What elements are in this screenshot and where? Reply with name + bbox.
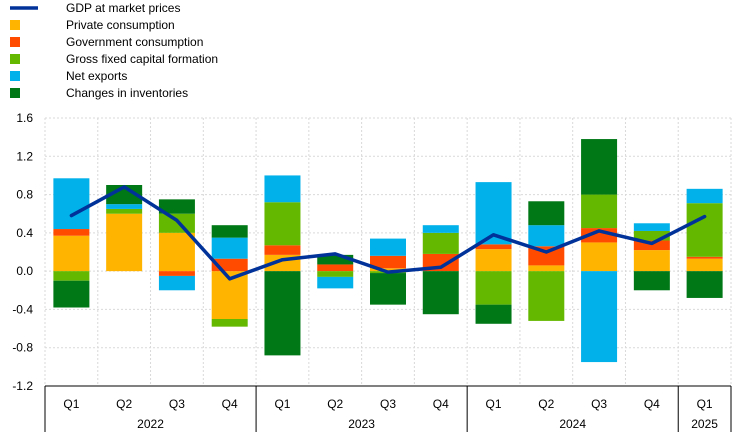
bar-segment xyxy=(264,202,301,246)
x-year-label: 2023 xyxy=(348,417,375,431)
y-tick-label: -0.4 xyxy=(12,302,33,316)
y-tick-label: 0.8 xyxy=(16,188,33,202)
bar-segment xyxy=(633,250,670,272)
bar-segment xyxy=(158,275,195,291)
bar-segment xyxy=(633,230,670,241)
bar-segment xyxy=(370,273,406,305)
bar-segment xyxy=(106,185,143,205)
bar-segment xyxy=(317,271,354,277)
x-axis: Q1 Q2 Q3 Q4 Q1 Q2 Q3 Q4 Q1 Q2 Q3 Q4 Q1 2022 2023 2024 20… xyxy=(44,385,732,432)
x-category-label: Q3 xyxy=(380,397,396,411)
bar-segment xyxy=(317,254,354,265)
x-category-label: Q2 xyxy=(538,397,554,411)
x-year-label: 2024 xyxy=(559,417,586,431)
bar-segment xyxy=(53,271,90,281)
legend-label: Private consumption xyxy=(66,18,175,32)
bar-segment xyxy=(53,235,90,272)
x-category-label: Q3 xyxy=(169,397,185,411)
y-tick-label: -1.2 xyxy=(12,379,33,393)
x-year-label: 2025 xyxy=(691,417,718,431)
bar-segment xyxy=(633,271,670,291)
bar-segment xyxy=(211,237,248,259)
x-category-label: Q4 xyxy=(433,397,449,411)
legend-label: Government consumption xyxy=(66,35,203,49)
bar-segment xyxy=(528,225,565,247)
y-tick-label: 0.4 xyxy=(16,226,33,240)
bar-segment xyxy=(422,232,459,254)
bar-segment xyxy=(106,208,143,214)
bar-segment xyxy=(370,255,406,269)
legend-label: Net exports xyxy=(66,69,127,83)
legend-swatch xyxy=(10,37,20,47)
x-category-label: Q1 xyxy=(697,397,713,411)
bar-segment xyxy=(264,245,301,255)
x-category-label: Q3 xyxy=(591,397,607,411)
legend-swatch xyxy=(10,54,20,64)
bar-segment xyxy=(528,271,565,321)
bar-segment xyxy=(686,188,723,204)
bar-segment xyxy=(581,271,618,363)
bar-segment xyxy=(106,204,143,209)
y-tick-label: 0.0 xyxy=(16,264,33,278)
bar-segment xyxy=(158,232,195,272)
bar-segment xyxy=(528,246,565,266)
bar-segment xyxy=(53,280,90,308)
bar-segment xyxy=(581,242,618,272)
bars xyxy=(53,139,723,363)
y-tick-label: 1.6 xyxy=(16,111,33,125)
bar-segment xyxy=(317,264,354,272)
x-category-label: Q2 xyxy=(327,397,343,411)
legend-label: Changes in inventories xyxy=(66,86,188,100)
y-axis: -1.2 -0.8 -0.4 0.0 0.4 0.8 1.2 1.6 xyxy=(12,111,33,393)
legend-swatch xyxy=(10,88,20,98)
bar-segment xyxy=(686,256,723,259)
bar-segment xyxy=(211,319,248,327)
gdp-line xyxy=(69,185,707,281)
legend-label: GDP at market prices xyxy=(66,1,180,15)
bar-segment xyxy=(317,276,354,289)
x-category-label: Q2 xyxy=(116,397,132,411)
bar-segment xyxy=(370,268,406,272)
bar-segment xyxy=(422,225,459,233)
bar-segment xyxy=(158,199,195,214)
bar-segment xyxy=(475,244,512,250)
bar-segment xyxy=(528,201,565,226)
bar-segment xyxy=(475,304,512,324)
x-year-label: 2022 xyxy=(137,417,164,431)
bar-segment xyxy=(370,238,406,256)
x-category-label: Q1 xyxy=(63,397,79,411)
bar-segment xyxy=(528,265,565,272)
bar-segment xyxy=(633,240,670,251)
legend-label: Gross fixed capital formation xyxy=(66,52,218,66)
bar-segment xyxy=(106,213,143,272)
bar-segment xyxy=(158,213,195,233)
legend-swatch xyxy=(10,20,20,30)
x-category-label: Q1 xyxy=(274,397,290,411)
bar-segment xyxy=(686,258,723,272)
bar-segment xyxy=(53,178,90,230)
bar-segment xyxy=(686,203,723,257)
bar-segment xyxy=(211,225,248,238)
bar-segment xyxy=(686,271,723,298)
gdp-line-layer xyxy=(69,185,707,281)
legend-swatch xyxy=(10,71,20,81)
bar-segment xyxy=(475,271,512,305)
bar-segment xyxy=(158,271,195,276)
y-tick-label: -0.8 xyxy=(12,341,33,355)
legend: GDP at market prices Private consumption G… xyxy=(10,1,218,100)
bar-segment xyxy=(264,271,301,356)
bar-segment xyxy=(581,139,618,195)
x-category-label: Q4 xyxy=(644,397,660,411)
bar-segment xyxy=(53,229,90,236)
bar-segment xyxy=(633,223,670,231)
gridlines xyxy=(44,117,732,387)
x-category-label: Q4 xyxy=(222,397,238,411)
bar-segment xyxy=(581,194,618,229)
y-tick-label: 1.2 xyxy=(16,149,33,163)
bar-segment xyxy=(475,249,512,272)
bar-segment xyxy=(264,175,301,203)
bar-segment xyxy=(422,271,459,315)
x-category-label: Q1 xyxy=(486,397,502,411)
